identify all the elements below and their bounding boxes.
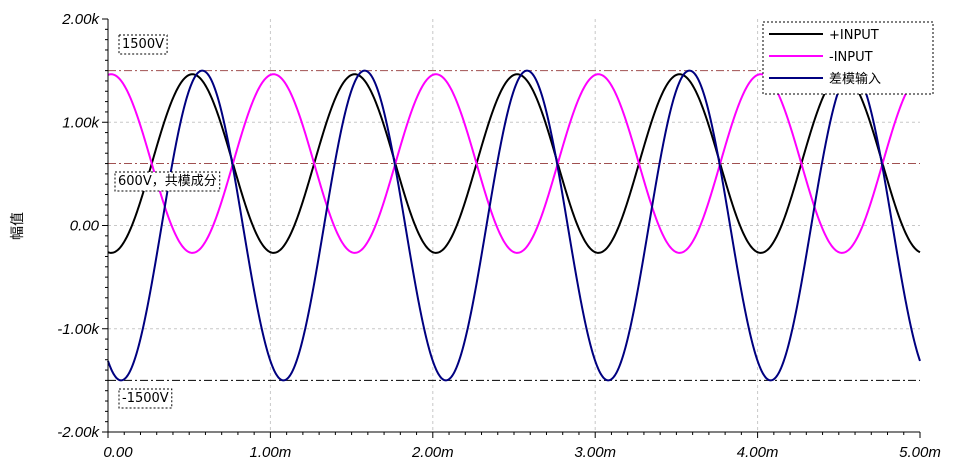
- legend-label: -INPUT: [829, 50, 873, 65]
- x-tick-label: 4.00m: [737, 444, 779, 461]
- series-line-2: [107, 73, 921, 254]
- x-tick-label: 1.00m: [250, 444, 292, 461]
- x-tick-label: 5.00m: [899, 444, 941, 461]
- annotation-box: [118, 34, 168, 55]
- y-axis-label: 幅值: [10, 212, 26, 240]
- series-line-1: [107, 73, 921, 254]
- y-tick-label: 1.00k: [62, 114, 100, 131]
- annotation-label: 1500V: [122, 37, 164, 52]
- series-line-3: [107, 69, 921, 382]
- axes: [102, 18, 921, 438]
- annotation-box: [114, 171, 221, 192]
- y-tick-label: 0.00: [70, 218, 100, 235]
- legend-label: +INPUT: [829, 28, 879, 43]
- series-group: [107, 69, 921, 382]
- x-tick-label: 3.00m: [574, 444, 616, 461]
- y-tick-label: 2.00k: [61, 11, 100, 28]
- annotation-label: -1500V: [122, 391, 169, 406]
- annotations: 1500V 600V，共模成分 -1500V: [114, 34, 221, 409]
- x-tick-label: 0.00: [103, 444, 133, 461]
- legend-label: 差模输入: [829, 71, 881, 87]
- x-tick-label: 2.00m: [411, 444, 454, 461]
- annotation-label: 600V，共模成分: [118, 174, 217, 189]
- annotation-box: [118, 388, 173, 409]
- y-tick-label: -2.00k: [57, 424, 100, 441]
- legend[interactable]: +INPUT -INPUT 差模输入: [762, 21, 934, 95]
- y-tick-label: -1.00k: [57, 321, 100, 338]
